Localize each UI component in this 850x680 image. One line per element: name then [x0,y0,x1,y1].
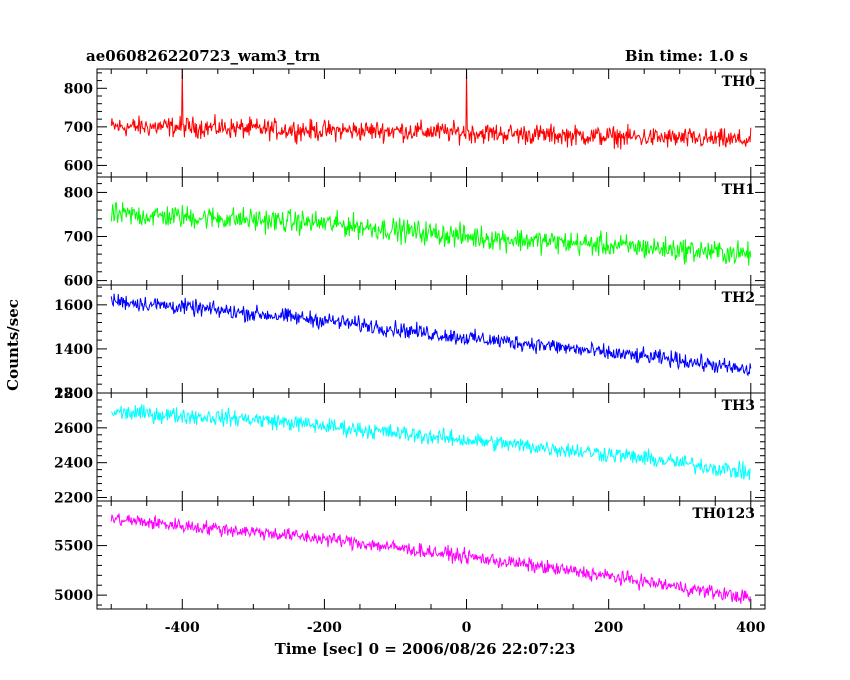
y-tick-label: 800 [64,185,93,201]
y-axis-title: Counts/sec [4,299,22,391]
y-tick-label: 5500 [54,539,93,555]
panels-group: 600 700 800 TH0 600 700 800 TH1 1200 1400 1600 TH2 2… [54,68,766,636]
y-tick-label: 800 [64,81,93,97]
y-tick-label: 5000 [54,588,93,604]
panel-label-th0123: TH0123 [692,506,755,522]
series-line-th2 [110,293,752,377]
y-tick-label: 2800 [54,386,93,402]
y-tick-label: 2400 [54,456,93,472]
x-tick-label: 0 [462,620,472,636]
y-tick-label: 1600 [54,298,93,314]
y-tick-label: 600 [64,158,93,174]
panel-th3: 2200 2400 2600 2800 TH3 [54,386,766,507]
panel-th0123: 5000 5500 TH0123 [54,500,766,610]
series-line-th3 [110,403,751,481]
x-tick-label: -200 [307,620,342,636]
series-line-th1 [110,201,752,266]
y-tick-label: 1200 [54,386,93,402]
panel-label-th1: TH1 [722,182,755,198]
y-tick-label: 700 [64,120,93,136]
series-line-th0123 [110,513,752,604]
panel-th1: 600 700 800 TH1 [64,176,766,290]
chart-title: ae060826220723_wam3_trn [86,47,320,65]
panel-th2: 1200 1400 1600 TH2 [54,284,766,402]
y-tick-label: 1400 [54,342,93,358]
x-axis-title: Time [sec] 0 = 2006/08/26 22:07:23 [275,640,576,658]
y-tick-label: 2600 [54,421,93,437]
panel-label-th3: TH3 [722,398,755,414]
y-tick-label: 600 [64,274,93,290]
panel-frame [96,392,766,502]
bin-time-label: Bin time: 1.0 s [625,47,748,65]
y-tick-label: 700 [64,230,93,246]
x-tick-label: 400 [736,620,765,636]
y-tick-label: 2200 [54,491,93,507]
panel-label-th2: TH2 [722,290,755,306]
series-line-th0 [110,69,752,150]
panel-frame [96,68,766,178]
panel-th0: 600 700 800 TH0 [64,68,766,178]
x-tick-label: 200 [594,620,623,636]
x-tick-label: -400 [165,620,200,636]
panel-label-th0: TH0 [722,74,756,90]
